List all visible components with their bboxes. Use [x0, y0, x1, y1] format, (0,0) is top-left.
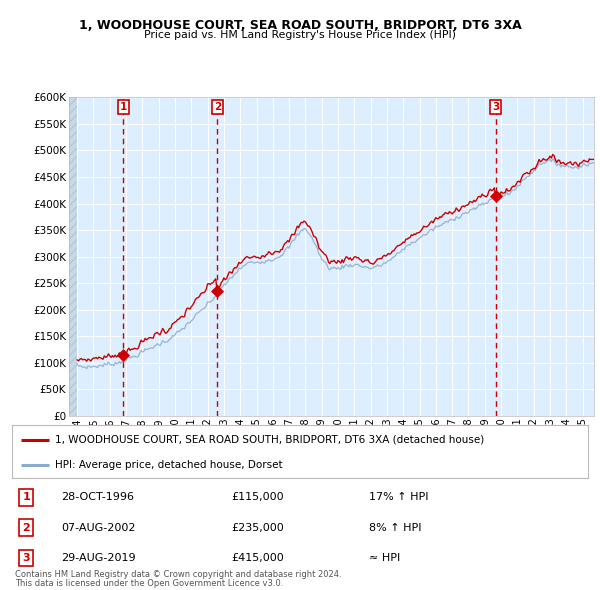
Text: 28-OCT-1996: 28-OCT-1996 [61, 493, 134, 503]
Text: ≈ HPI: ≈ HPI [369, 553, 400, 563]
Text: 8% ↑ HPI: 8% ↑ HPI [369, 523, 422, 533]
Text: 3: 3 [23, 553, 30, 563]
Text: HPI: Average price, detached house, Dorset: HPI: Average price, detached house, Dors… [55, 460, 283, 470]
Text: 17% ↑ HPI: 17% ↑ HPI [369, 493, 428, 503]
Text: 3: 3 [492, 102, 499, 112]
Text: 1: 1 [119, 102, 127, 112]
Text: 29-AUG-2019: 29-AUG-2019 [61, 553, 136, 563]
Text: 1, WOODHOUSE COURT, SEA ROAD SOUTH, BRIDPORT, DT6 3XA (detached house): 1, WOODHOUSE COURT, SEA ROAD SOUTH, BRID… [55, 435, 484, 445]
Text: £415,000: £415,000 [231, 553, 284, 563]
Text: Price paid vs. HM Land Registry's House Price Index (HPI): Price paid vs. HM Land Registry's House … [144, 30, 456, 40]
Text: £235,000: £235,000 [231, 523, 284, 533]
Bar [69, 97, 77, 416]
Text: 2: 2 [23, 523, 30, 533]
Text: £115,000: £115,000 [231, 493, 284, 503]
Text: Contains HM Land Registry data © Crown copyright and database right 2024.: Contains HM Land Registry data © Crown c… [15, 571, 341, 579]
Text: 2: 2 [214, 102, 221, 112]
Text: 1: 1 [23, 493, 30, 503]
Text: 07-AUG-2002: 07-AUG-2002 [61, 523, 136, 533]
Text: 1, WOODHOUSE COURT, SEA ROAD SOUTH, BRIDPORT, DT6 3XA: 1, WOODHOUSE COURT, SEA ROAD SOUTH, BRID… [79, 19, 521, 32]
Text: This data is licensed under the Open Government Licence v3.0.: This data is licensed under the Open Gov… [15, 579, 283, 588]
